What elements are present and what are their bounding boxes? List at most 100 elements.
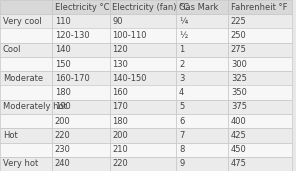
Text: 230: 230 [55, 145, 71, 154]
Bar [52, 142, 110, 157]
Bar [176, 142, 228, 157]
Text: Fahrenheit °F: Fahrenheit °F [231, 3, 287, 12]
Bar [176, 57, 228, 71]
Text: Moderately hot: Moderately hot [3, 102, 67, 111]
Text: Moderate: Moderate [3, 74, 43, 83]
Bar [228, 57, 292, 71]
Bar [110, 29, 176, 43]
Bar [110, 142, 176, 157]
Text: 180: 180 [55, 88, 71, 97]
Text: 1: 1 [179, 45, 184, 54]
Bar [0, 57, 52, 71]
Text: 200: 200 [55, 117, 70, 126]
Bar [52, 100, 110, 114]
Bar [110, 114, 176, 128]
Bar [176, 29, 228, 43]
Text: 120: 120 [112, 45, 128, 54]
Text: Cool: Cool [3, 45, 22, 54]
Bar [0, 157, 52, 171]
Text: Hot: Hot [3, 131, 18, 140]
Text: 160-170: 160-170 [55, 74, 89, 83]
Text: 250: 250 [231, 31, 247, 40]
Text: 120-130: 120-130 [55, 31, 89, 40]
Text: 350: 350 [231, 88, 247, 97]
Bar [228, 71, 292, 86]
Bar [52, 128, 110, 142]
Bar [110, 157, 176, 171]
Bar [176, 128, 228, 142]
Bar [176, 100, 228, 114]
Bar [52, 114, 110, 128]
Text: 6: 6 [179, 117, 184, 126]
Text: 170: 170 [112, 102, 128, 111]
Text: 425: 425 [231, 131, 247, 140]
Bar [52, 29, 110, 43]
Text: 450: 450 [231, 145, 247, 154]
Bar [0, 29, 52, 43]
Bar [228, 157, 292, 171]
Bar [110, 100, 176, 114]
Bar [110, 43, 176, 57]
Bar [176, 0, 228, 14]
Bar [110, 0, 176, 14]
Text: Electricity (fan) °C: Electricity (fan) °C [112, 3, 190, 12]
Bar [52, 157, 110, 171]
Text: 240: 240 [55, 159, 70, 168]
Bar [176, 157, 228, 171]
Text: Very hot: Very hot [3, 159, 38, 168]
Text: 2: 2 [179, 60, 184, 69]
Text: ¼: ¼ [179, 17, 187, 26]
Bar [110, 128, 176, 142]
Bar [0, 128, 52, 142]
Text: 375: 375 [231, 102, 247, 111]
Bar [52, 43, 110, 57]
Text: 300: 300 [231, 60, 247, 69]
Bar [110, 57, 176, 71]
Text: 475: 475 [231, 159, 247, 168]
Bar [0, 86, 52, 100]
Bar [228, 0, 292, 14]
Bar [0, 114, 52, 128]
Text: ½: ½ [179, 31, 187, 40]
Text: 200: 200 [112, 131, 128, 140]
Bar [228, 86, 292, 100]
Bar [228, 142, 292, 157]
Text: 4: 4 [179, 88, 184, 97]
Text: 7: 7 [179, 131, 184, 140]
Text: 190: 190 [55, 102, 70, 111]
Bar [176, 71, 228, 86]
Bar [228, 14, 292, 29]
Text: Electricity °C: Electricity °C [55, 3, 109, 12]
Text: 400: 400 [231, 117, 247, 126]
Text: 325: 325 [231, 74, 247, 83]
Text: 5: 5 [179, 102, 184, 111]
Bar [0, 71, 52, 86]
Bar [0, 0, 52, 14]
Bar [228, 128, 292, 142]
Text: 275: 275 [231, 45, 247, 54]
Text: 130: 130 [112, 60, 128, 69]
Text: 9: 9 [179, 159, 184, 168]
Text: 90: 90 [112, 17, 123, 26]
Text: 140-150: 140-150 [112, 74, 147, 83]
Bar [52, 86, 110, 100]
Bar [0, 14, 52, 29]
Text: Very cool: Very cool [3, 17, 42, 26]
Bar [176, 14, 228, 29]
Bar [52, 0, 110, 14]
Bar [0, 142, 52, 157]
Bar [176, 43, 228, 57]
Text: 110: 110 [55, 17, 70, 26]
Bar [228, 29, 292, 43]
Bar [228, 100, 292, 114]
Text: 150: 150 [55, 60, 70, 69]
Bar [176, 86, 228, 100]
Text: Gas Mark: Gas Mark [179, 3, 218, 12]
Bar [110, 71, 176, 86]
Text: 160: 160 [112, 88, 128, 97]
Bar [52, 57, 110, 71]
Text: 220: 220 [55, 131, 70, 140]
Bar [110, 86, 176, 100]
Bar [52, 14, 110, 29]
Text: 210: 210 [112, 145, 128, 154]
